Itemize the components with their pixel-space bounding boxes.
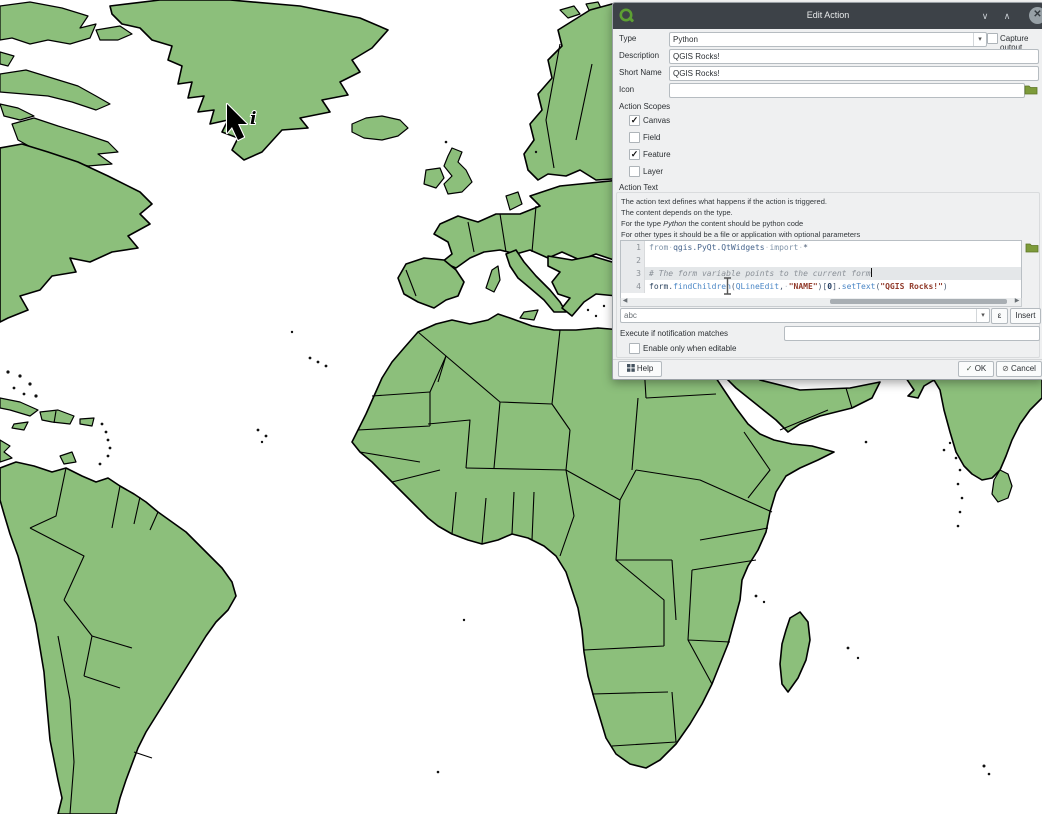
enable-editable-checkbox[interactable] bbox=[629, 343, 640, 354]
country-shape bbox=[0, 103, 35, 121]
scope-canvas-label: Canvas bbox=[643, 116, 671, 125]
type-combobox[interactable]: Python ▾ bbox=[669, 32, 987, 47]
cancel-icon: ⊘ bbox=[1002, 364, 1009, 373]
action-text-help-line: The action text defines what happens if … bbox=[621, 197, 827, 206]
load-code-button folder-icon[interactable] bbox=[1025, 241, 1040, 254]
action-text-help-line: For the type Python the content should b… bbox=[621, 219, 804, 228]
check-icon: ✓ bbox=[965, 364, 973, 373]
scope-layer-checkbox[interactable] bbox=[629, 166, 640, 177]
country-shape bbox=[95, 25, 133, 41]
scope-feature-checkbox[interactable]: ✓ bbox=[629, 149, 640, 160]
icon-browse-button folder-icon[interactable] bbox=[1024, 83, 1039, 96]
country-greenland bbox=[109, 0, 389, 161]
svg-text:i: i bbox=[250, 109, 256, 129]
scroll-right-icon[interactable]: ▶ bbox=[1014, 298, 1020, 304]
action-text-help-line: For other types it should be a file or a… bbox=[621, 230, 861, 239]
country-uk bbox=[443, 147, 473, 195]
code-editor-lines: 1 from·qgis.PyQt.QtWidgets·import·* 2 3 # Th… bbox=[621, 241, 1021, 293]
cancel-button[interactable]: ⊘ Cancel bbox=[996, 361, 1042, 377]
action-text-help-line: The content depends on the type. bbox=[621, 208, 733, 217]
insert-button[interactable]: Insert bbox=[1010, 308, 1041, 324]
dialog-title: Edit Action bbox=[806, 10, 850, 20]
country-iceland bbox=[351, 115, 409, 141]
qgis-logo-icon bbox=[619, 8, 634, 23]
chevron-down-icon: ▾ bbox=[973, 33, 986, 46]
action-text-label: Action Text bbox=[619, 183, 658, 192]
country-shape bbox=[79, 417, 95, 427]
icon-input[interactable] bbox=[669, 83, 1025, 98]
ibeam-cursor-icon bbox=[724, 277, 731, 295]
country-madagascar bbox=[779, 611, 811, 693]
small-islands bbox=[6, 140, 991, 776]
capture-output-label: Capture output bbox=[1000, 34, 1029, 52]
country-shape bbox=[559, 5, 581, 19]
country-shape bbox=[0, 69, 111, 111]
short-name-input[interactable]: QGIS Rocks! bbox=[669, 66, 1039, 81]
identify-cursor-icon: i bbox=[225, 102, 257, 142]
icon-label: Icon bbox=[619, 85, 635, 94]
execute-if-input[interactable] bbox=[784, 326, 1040, 341]
continent-south-america bbox=[0, 461, 237, 815]
country-shape bbox=[11, 421, 29, 431]
country-denmark bbox=[505, 191, 523, 211]
scroll-left-icon[interactable]: ◀ bbox=[622, 298, 628, 304]
country-srilanka bbox=[991, 469, 1013, 503]
horizontal-scrollbar[interactable]: ◀ ▶ bbox=[620, 298, 1022, 307]
expression-button epsilon-icon[interactable]: ε bbox=[991, 308, 1008, 324]
country-shape bbox=[0, 143, 153, 323]
help-button[interactable]: Help bbox=[618, 361, 662, 377]
chevron-down-icon: ▾ bbox=[976, 309, 989, 322]
country-shape bbox=[519, 309, 539, 321]
edit-action-dialog: Edit Action ∨ ∧ ✕ Type Python ▾ Capture … bbox=[612, 2, 1042, 380]
country-shape bbox=[0, 51, 15, 67]
type-label: Type bbox=[619, 34, 637, 43]
country-shape bbox=[485, 265, 501, 293]
description-input[interactable]: QGIS Rocks! bbox=[669, 49, 1039, 64]
help-icon bbox=[626, 364, 635, 372]
variable-combobox[interactable]: abc ▾ bbox=[620, 308, 990, 323]
action-scopes-label: Action Scopes bbox=[619, 102, 671, 111]
scope-field-label: Field bbox=[643, 133, 661, 142]
country-ireland bbox=[423, 167, 445, 189]
ok-button[interactable]: ✓ OK bbox=[958, 361, 994, 377]
footer-separator bbox=[613, 359, 1042, 360]
capture-output-checkbox[interactable] bbox=[987, 33, 998, 44]
scope-layer-label: Layer bbox=[643, 167, 664, 176]
country-cuba bbox=[0, 397, 39, 417]
country-hispaniola bbox=[39, 409, 75, 425]
shade-button chevron-down-icon[interactable]: ∨ bbox=[981, 11, 989, 21]
dialog-titlebar[interactable]: Edit Action ∨ ∧ ✕ bbox=[613, 3, 1042, 29]
country-shape bbox=[0, 439, 13, 463]
country-iberia bbox=[397, 257, 465, 309]
country-shape bbox=[0, 1, 97, 45]
country-india bbox=[905, 377, 1042, 481]
scope-canvas-checkbox[interactable]: ✓ bbox=[629, 115, 640, 126]
maximize-button chevron-up-icon[interactable]: ∧ bbox=[1003, 11, 1011, 21]
scrollbar-handle[interactable] bbox=[830, 299, 1007, 304]
code-editor[interactable]: 1 from·qgis.PyQt.QtWidgets·import·* 2 3 # Th… bbox=[620, 240, 1022, 300]
scope-field-checkbox[interactable] bbox=[629, 132, 640, 143]
enable-editable-label: Enable only when editable bbox=[643, 344, 737, 353]
scope-feature-label: Feature bbox=[643, 150, 671, 159]
close-button close-icon[interactable]: ✕ bbox=[1029, 7, 1042, 24]
country-trinidad bbox=[59, 451, 77, 465]
execute-if-label: Execute if notification matches bbox=[620, 329, 729, 338]
short-name-label: Short Name bbox=[619, 68, 662, 77]
description-label: Description bbox=[619, 51, 660, 60]
